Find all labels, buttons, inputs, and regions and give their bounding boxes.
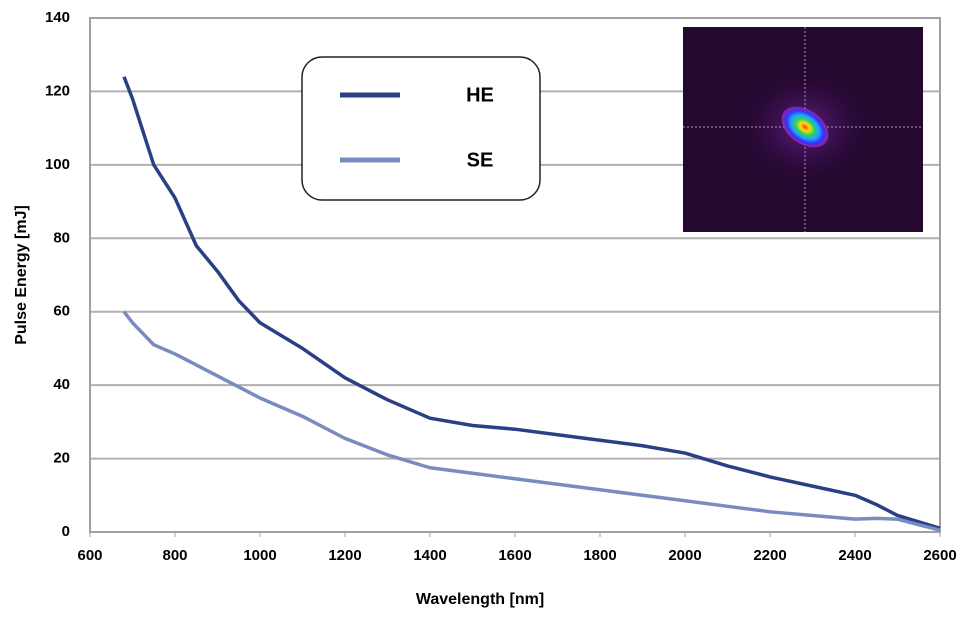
legend-label: HE (466, 84, 494, 106)
x-tick-label: 1200 (328, 547, 361, 564)
y-tick-label: 100 (45, 156, 70, 173)
x-tick-label: 1400 (413, 547, 446, 564)
y-tick-label: 60 (53, 303, 70, 320)
x-tick-label: 2400 (838, 547, 871, 564)
y-tick-label: 80 (53, 229, 70, 246)
x-tick-label: 600 (77, 547, 102, 564)
y-tick-label: 0 (62, 523, 70, 540)
legend-box (302, 57, 540, 200)
y-tick-label: 140 (45, 9, 70, 26)
x-tick-label: 1000 (243, 547, 276, 564)
x-tick-label: 1600 (498, 547, 531, 564)
y-axis-label: Pulse Energy [mJ] (13, 205, 30, 345)
x-tick-label: 2000 (668, 547, 701, 564)
x-tick-label: 1800 (583, 547, 616, 564)
legend-label: SE (467, 149, 494, 171)
y-tick-label: 120 (45, 82, 70, 99)
x-tick-label: 800 (162, 547, 187, 564)
x-axis-label: Wavelength [nm] (416, 591, 544, 608)
y-tick-label: 20 (53, 450, 70, 467)
legend: HE SE (302, 57, 540, 200)
beam-profile-inset (683, 27, 923, 232)
x-tick-label: 2200 (753, 547, 786, 564)
x-tick-label: 2600 (923, 547, 956, 564)
y-tick-label: 40 (53, 376, 70, 393)
data-line (124, 312, 940, 530)
chart: 0 20 40 60 80 100 120 140 600 800 1000 1200 1400 1600… (0, 0, 966, 613)
